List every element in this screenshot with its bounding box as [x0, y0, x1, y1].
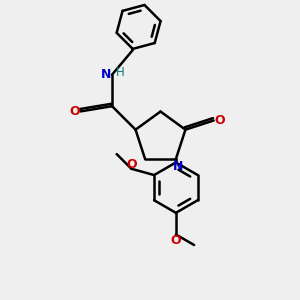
Text: O: O — [69, 105, 80, 118]
Text: O: O — [215, 114, 225, 127]
Text: O: O — [170, 234, 181, 247]
Text: N: N — [100, 68, 111, 81]
Text: N: N — [172, 160, 183, 173]
Text: H: H — [116, 66, 124, 80]
Text: O: O — [126, 158, 137, 171]
